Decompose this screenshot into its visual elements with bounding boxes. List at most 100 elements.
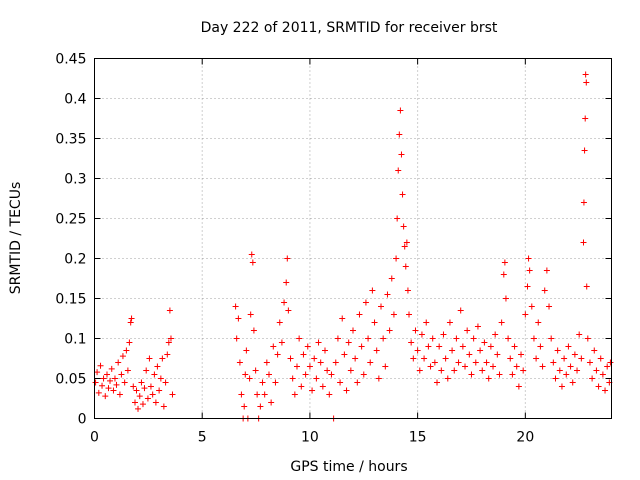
data-point bbox=[535, 319, 542, 326]
data-point bbox=[265, 371, 272, 378]
data-point bbox=[398, 151, 405, 158]
data-point bbox=[149, 391, 156, 398]
y-axis-label: SRMTID / TECUs bbox=[8, 182, 24, 295]
data-point bbox=[232, 303, 239, 310]
data-point bbox=[102, 393, 109, 400]
data-point bbox=[537, 343, 544, 350]
data-point bbox=[287, 355, 294, 362]
data-point bbox=[472, 359, 479, 366]
data-point bbox=[550, 359, 557, 366]
data-point bbox=[157, 375, 164, 382]
y-tick-label: 0.45 bbox=[55, 52, 86, 68]
data-point bbox=[285, 307, 292, 314]
data-point bbox=[556, 367, 563, 374]
y-tick-label: 0.15 bbox=[55, 292, 86, 308]
data-point bbox=[169, 391, 176, 398]
data-point bbox=[319, 383, 326, 390]
data-point bbox=[583, 283, 590, 290]
data-point bbox=[128, 315, 135, 322]
data-point bbox=[507, 355, 514, 362]
data-point bbox=[501, 259, 508, 266]
data-point bbox=[520, 367, 527, 374]
data-point bbox=[388, 275, 395, 282]
data-point bbox=[317, 359, 324, 366]
data-point bbox=[124, 367, 131, 374]
data-point bbox=[298, 383, 305, 390]
data-point bbox=[341, 351, 348, 358]
data-point bbox=[543, 267, 550, 274]
data-point bbox=[302, 371, 309, 378]
data-point bbox=[412, 327, 419, 334]
data-point bbox=[360, 371, 367, 378]
data-point bbox=[358, 343, 365, 350]
data-point bbox=[166, 307, 173, 314]
data-point bbox=[410, 355, 417, 362]
data-point bbox=[576, 331, 583, 338]
x-tick-label: 5 bbox=[198, 430, 207, 446]
data-point bbox=[152, 399, 159, 406]
data-point bbox=[522, 311, 529, 318]
data-point bbox=[249, 259, 256, 266]
data-point bbox=[274, 351, 281, 358]
data-point bbox=[131, 399, 138, 406]
data-point bbox=[95, 389, 102, 396]
data-point bbox=[113, 381, 120, 388]
data-point bbox=[165, 339, 172, 346]
data-point bbox=[485, 375, 492, 382]
data-point bbox=[533, 355, 540, 362]
data-point bbox=[502, 295, 509, 302]
data-point bbox=[136, 393, 143, 400]
data-point bbox=[92, 379, 99, 386]
data-point bbox=[581, 147, 588, 154]
data-point bbox=[306, 363, 313, 370]
data-point bbox=[444, 375, 451, 382]
data-point bbox=[459, 343, 466, 350]
data-point bbox=[453, 335, 460, 342]
data-point bbox=[404, 287, 411, 294]
data-point bbox=[528, 303, 535, 310]
data-point bbox=[571, 351, 578, 358]
data-point bbox=[378, 303, 385, 310]
y-tick-label: 0.35 bbox=[55, 132, 86, 148]
data-point bbox=[345, 339, 352, 346]
data-point bbox=[380, 335, 387, 342]
data-point bbox=[524, 283, 531, 290]
data-point bbox=[539, 363, 546, 370]
data-point bbox=[233, 335, 240, 342]
data-point bbox=[492, 331, 499, 338]
data-point bbox=[296, 335, 303, 342]
data-point bbox=[283, 279, 290, 286]
data-point bbox=[418, 331, 425, 338]
data-point bbox=[243, 347, 250, 354]
data-point bbox=[394, 215, 401, 222]
data-point bbox=[339, 315, 346, 322]
data-point bbox=[599, 371, 606, 378]
data-point bbox=[511, 343, 518, 350]
data-point bbox=[395, 167, 402, 174]
data-point bbox=[103, 371, 110, 378]
plot-frame bbox=[94, 58, 612, 419]
data-point bbox=[119, 353, 126, 360]
data-point bbox=[597, 355, 604, 362]
data-point bbox=[414, 347, 421, 354]
data-point bbox=[281, 299, 288, 306]
data-point bbox=[607, 359, 614, 366]
data-point bbox=[164, 351, 171, 358]
data-point bbox=[116, 391, 123, 398]
data-point bbox=[604, 363, 611, 370]
data-point bbox=[593, 367, 600, 374]
data-point bbox=[427, 363, 434, 370]
data-point bbox=[481, 339, 488, 346]
data-point bbox=[263, 359, 270, 366]
data-point bbox=[582, 71, 589, 78]
data-point bbox=[406, 311, 413, 318]
data-point bbox=[278, 339, 285, 346]
data-point bbox=[332, 359, 339, 366]
data-point bbox=[393, 255, 400, 262]
chart-title: Day 222 of 2011, SRMTID for receiver brs… bbox=[201, 20, 498, 36]
data-point bbox=[500, 271, 507, 278]
data-point bbox=[400, 223, 407, 230]
data-point bbox=[479, 367, 486, 374]
data-point bbox=[115, 359, 122, 366]
